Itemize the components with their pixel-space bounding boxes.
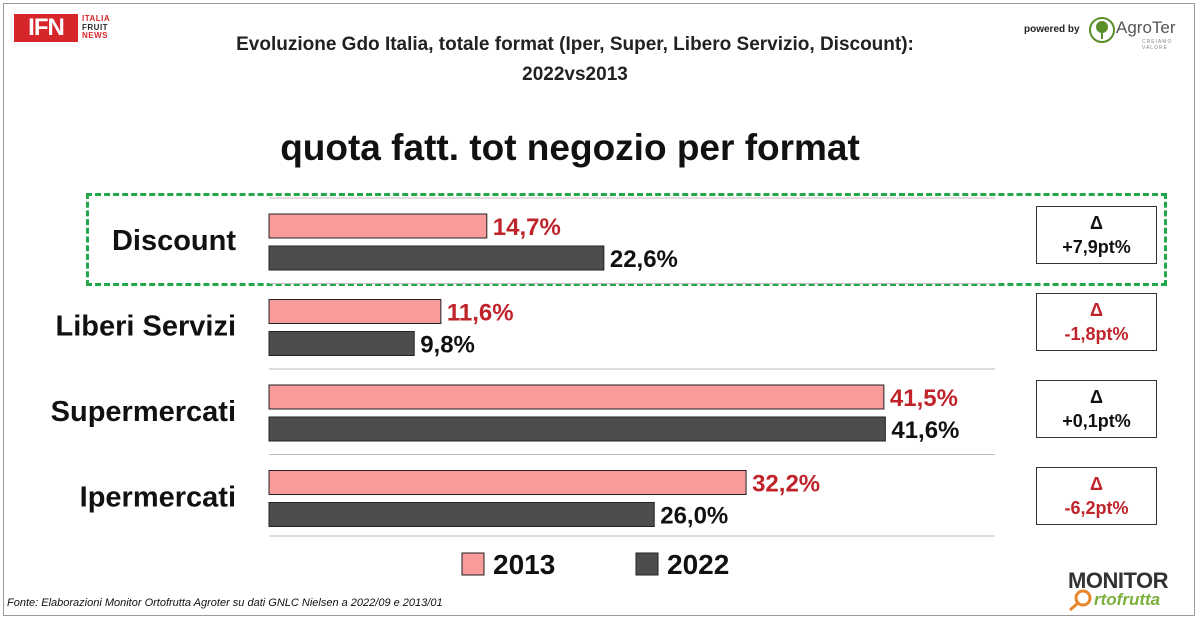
magnifier-icon	[1069, 589, 1092, 612]
data-label-2013: 41,5%	[890, 385, 958, 412]
data-label-2013: 32,2%	[752, 471, 820, 498]
legend-label-2022: 2022	[667, 549, 729, 580]
ifn-logo-line: NEWS	[82, 31, 108, 40]
chart-title-line1: Evoluzione Gdo Italia, totale format (Ip…	[236, 34, 914, 55]
delta-box-supermercati: Δ +0,1pt%	[1036, 380, 1157, 438]
ifn-logo-mark: IFN	[14, 14, 78, 42]
source-note: Fonte: Elaborazioni Monitor Ortofrutta A…	[7, 597, 443, 609]
monitor-ortofrutta-logo: MONITOR rtofrutta	[1068, 568, 1190, 612]
category-label: Supermercati	[51, 396, 236, 428]
frame-border	[3, 3, 1195, 616]
bar-2013	[268, 299, 442, 324]
chart-title-line2: 2022vs2013	[522, 64, 628, 85]
data-label-2022: 22,6%	[610, 246, 678, 273]
delta-symbol: Δ	[1090, 213, 1103, 233]
chart-subtitle: quota fatt. tot negozio per format	[280, 127, 860, 168]
delta-symbol: Δ	[1090, 387, 1103, 407]
delta-symbol: Δ	[1090, 474, 1103, 494]
powered-by-label: powered by	[1024, 24, 1080, 35]
legend-swatch-2013	[461, 552, 485, 576]
ifn-logo-line: ITALIA	[82, 14, 111, 23]
category-label: Liberi Servizi	[55, 311, 236, 343]
ifn-logo-line: FRUIT	[82, 22, 109, 32]
delta-box-discount: Δ +7,9pt%	[1036, 206, 1157, 264]
bar-2013	[268, 213, 488, 239]
delta-value: +7,9pt%	[1062, 237, 1131, 257]
monitor-logo-line1: MONITOR	[1068, 568, 1168, 593]
delta-value: -1,8pt%	[1064, 324, 1129, 344]
monitor-logo-line2: rtofrutta	[1094, 590, 1161, 609]
tree-icon	[1089, 17, 1115, 43]
delta-box-ipermercati: Δ -6,2pt%	[1036, 467, 1157, 525]
agroter-logo: AgroTer CREIAMO VALORE	[1088, 14, 1188, 51]
delta-value: -6,2pt%	[1064, 498, 1129, 518]
chart-title: Evoluzione Gdo Italia, totale format (Ip…	[0, 30, 1150, 90]
data-label-2013: 14,7%	[493, 214, 561, 241]
discount-highlight-box	[86, 193, 1167, 286]
legend-swatch-2022	[635, 552, 659, 576]
ifn-logo: IFN ITALIA FRUIT NEWS	[14, 14, 124, 48]
bar-2022	[268, 331, 415, 356]
legend-label-2013: 2013	[493, 549, 555, 580]
category-label: Discount	[112, 225, 236, 257]
bar-2022	[268, 502, 655, 527]
delta-box-liberi-servizi: Δ -1,8pt%	[1036, 293, 1157, 351]
delta-value: +0,1pt%	[1062, 411, 1131, 431]
bar-2022	[268, 416, 886, 442]
data-label-2022: 9,8%	[420, 332, 475, 359]
ifn-logo-text: ITALIA FRUIT NEWS	[82, 14, 111, 41]
data-label-2022: 26,0%	[660, 503, 728, 530]
data-label-2013: 11,6%	[447, 300, 514, 327]
bar-2022	[268, 245, 605, 271]
data-label-2022: 41,6%	[891, 417, 959, 444]
delta-symbol: Δ	[1090, 300, 1103, 320]
bar-2013	[268, 384, 885, 410]
agroter-logo-name: AgroTer	[1116, 18, 1176, 37]
category-label: Ipermercati	[80, 482, 236, 514]
agroter-logo-tagline: CREIAMO VALORE	[1142, 39, 1173, 51]
bar-2013	[268, 470, 747, 495]
